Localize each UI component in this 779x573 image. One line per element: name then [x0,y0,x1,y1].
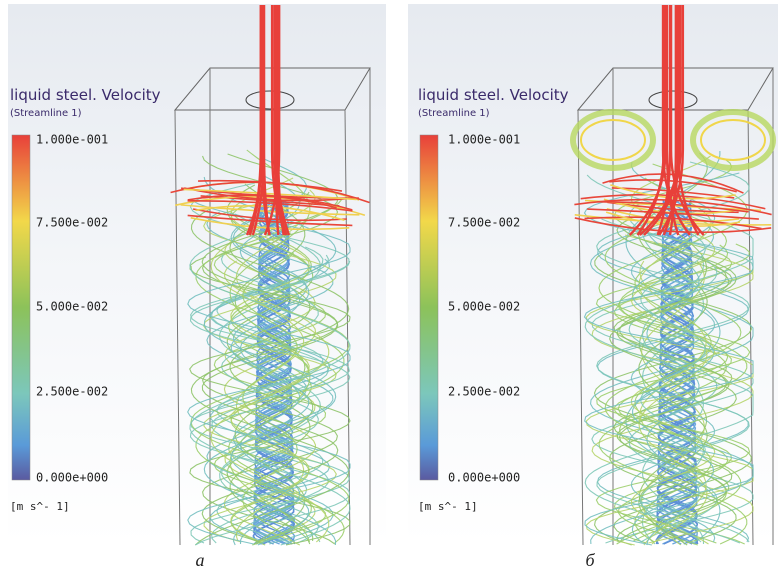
legend-subtitle: (Streamline 1) [418,108,490,119]
panel-b: liquid steel. Velocity (Streamline 1) 1.… [408,4,778,570]
colorbar-label: 2.500e-002 [448,385,520,399]
caption: б [585,550,595,570]
legend-subtitle: (Streamline 1) [10,108,82,119]
unit-label: [m s^- 1] [418,500,478,513]
colorbar-label: 2.500e-002 [36,385,108,399]
colorbar-label: 5.000e-002 [448,300,520,314]
colorbar-label: 1.000e-001 [448,133,520,147]
caption: а [196,550,205,570]
colorbar-label: 7.500e-002 [448,216,520,230]
legend-title: liquid steel. Velocity [10,86,161,104]
colorbar-label: 0.000e+000 [36,471,108,485]
colorbar [420,135,438,480]
colorbar-label: 1.000e-001 [36,133,108,147]
legend-title: liquid steel. Velocity [418,86,569,104]
panel-a: liquid steel. Velocity (Streamline 1) 1.… [8,4,386,570]
colorbar-label: 7.500e-002 [36,216,108,230]
colorbar-label: 5.000e-002 [36,300,108,314]
colorbar-label: 0.000e+000 [448,471,520,485]
figure: liquid steel. Velocity (Streamline 1) 1.… [0,0,779,573]
unit-label: [m s^- 1] [10,500,70,513]
colorbar [12,135,30,480]
